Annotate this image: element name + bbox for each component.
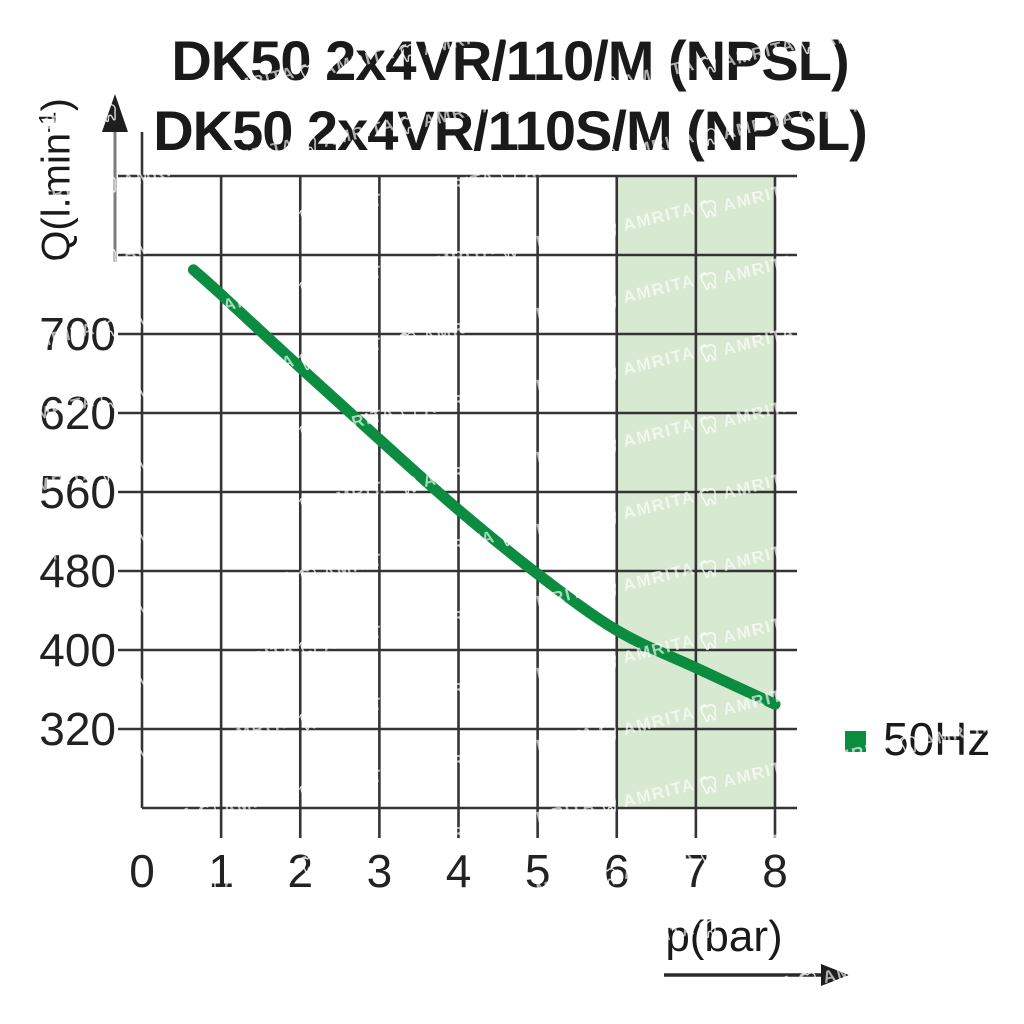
y-tick-label-320: 320 (39, 703, 116, 755)
x-axis-arrow-icon (821, 964, 849, 986)
x-tick-label-1: 1 (208, 845, 234, 897)
y-tick-label-400: 400 (39, 624, 116, 676)
x-tick-label-6: 6 (603, 845, 630, 897)
chart-title-line1: DK50 2x4VR/110/M (NPSL) (171, 29, 849, 92)
chart-title-line2: DK50 2x4VR/110S/M (NPSL) (153, 99, 868, 162)
x-tick-label-3: 3 (366, 845, 393, 897)
flow-curve-50hz (187, 264, 781, 710)
x-tick-label-7: 7 (683, 845, 709, 897)
y-axis-label: Q(l.min-1) (34, 98, 79, 262)
x-tick-label-4: 4 (445, 845, 472, 897)
legend-swatch-50hz (845, 730, 866, 752)
y-tick-label-480: 480 (39, 545, 116, 597)
y-tick-label-700: 700 (39, 308, 116, 360)
y-tick-label-620: 620 (39, 387, 116, 439)
y-axis-label-text: Q(l.min (34, 132, 79, 262)
x-tick-label-0: 0 (129, 845, 155, 897)
y-axis-label-close: ) (34, 98, 79, 112)
chart-title: DK50 2x4VR/110/M (NPSL) DK50 2x4VR/110S/… (120, 26, 900, 166)
x-tick-label-8: 8 (762, 845, 788, 897)
legend: 50Hz (845, 712, 990, 766)
legend-label: 50Hz (883, 713, 991, 765)
x-tick-label-5: 5 (524, 845, 551, 897)
curve-50hz (187, 264, 781, 710)
grid-lines (118, 132, 797, 838)
y-axis-label-sup: -1 (34, 111, 62, 133)
x-axis-label: p(bar) (665, 912, 783, 961)
y-tick-label-560: 560 (39, 466, 116, 518)
x-tick-label-2: 2 (287, 845, 314, 897)
